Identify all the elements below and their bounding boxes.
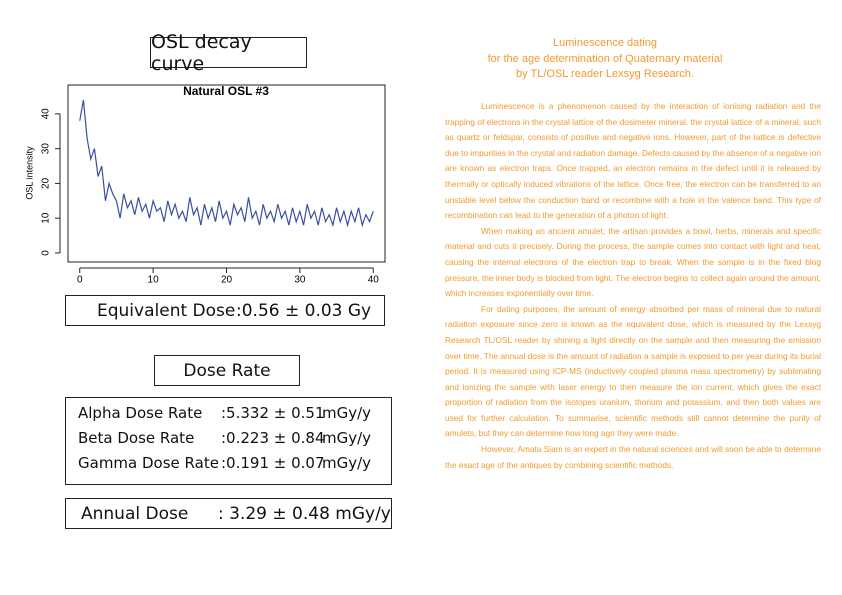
y-tick-label: 40 bbox=[41, 108, 52, 120]
x-tick-label: 10 bbox=[148, 275, 160, 286]
y-tick-label: 0 bbox=[41, 250, 52, 256]
dose-rate-label: Gamma Dose Rate bbox=[78, 454, 219, 472]
dose-rate-unit: mGy/y bbox=[322, 454, 372, 472]
article-title-line: by TL/OSL reader Lexsyg Research. bbox=[516, 68, 694, 80]
y-tick-label: 20 bbox=[41, 177, 52, 189]
y-tick-label: 10 bbox=[41, 212, 52, 224]
osl-line bbox=[79, 99, 374, 228]
equivalent-dose-value: :0.56 ± 0.03 Gy bbox=[236, 301, 372, 321]
x-tick-label: 20 bbox=[221, 275, 233, 286]
x-tick-label: 40 bbox=[368, 275, 380, 286]
article-title: Luminescence dating for the age determina… bbox=[455, 36, 755, 83]
paragraph: When making an ancient amulet, the artis… bbox=[445, 225, 821, 299]
paragraph: Luminescence is a phenomenon caused by t… bbox=[445, 101, 821, 221]
plot-frame bbox=[67, 84, 386, 263]
dose-rate-value: :5.332 ± 0.51 bbox=[221, 404, 325, 422]
y-tick-label: 30 bbox=[41, 143, 52, 155]
dose-rate-label: Alpha Dose Rate bbox=[78, 404, 203, 422]
equivalent-dose-label: Equivalent Dose bbox=[97, 301, 236, 321]
article-body: Luminescence is a phenomenon caused by t… bbox=[445, 99, 821, 473]
dose-rate-value: :0.191 ± 0.07 bbox=[221, 454, 325, 472]
article-title-line: for the age determination of Quaternary … bbox=[487, 52, 723, 65]
annual-dose-label: Annual Dose bbox=[81, 504, 189, 524]
dose-rate-value: :0.223 ± 0.84 bbox=[221, 429, 325, 447]
article-title-line: Luminescence dating bbox=[553, 37, 657, 49]
dose-rate-label: Beta Dose Rate bbox=[78, 429, 195, 447]
equivalent-dose-box: Equivalent Dose :0.56 ± 0.03 Gy bbox=[65, 295, 385, 326]
y-axis-label: OSL intensity bbox=[24, 146, 34, 200]
chart: Natural OSL #3 OSL intensity 0 10 20 30 40 0 1… bbox=[24, 84, 386, 286]
dose-rate-title: Dose Rate bbox=[154, 355, 300, 386]
paragraph: For dating purposes, the amount of energ… bbox=[445, 303, 821, 439]
dose-rate-unit: mGy/y bbox=[322, 404, 372, 422]
x-tick-label: 0 bbox=[77, 275, 83, 286]
paragraph: However, Amata Siam is an expert in the … bbox=[445, 444, 821, 470]
x-tick-label: 30 bbox=[294, 275, 306, 286]
chart-title: Natural OSL #3 bbox=[183, 84, 269, 98]
dose-rate-unit: mGy/y bbox=[322, 429, 372, 447]
dose-rate-box: Alpha Dose Rate:5.332 ± 0.51 mGy/y Beta Do… bbox=[65, 397, 392, 485]
annual-dose-value: : 3.29 ± 0.48 mGy/y bbox=[218, 504, 391, 524]
annual-dose-box: Annual Dose : 3.29 ± 0.48 mGy/y bbox=[65, 498, 392, 529]
